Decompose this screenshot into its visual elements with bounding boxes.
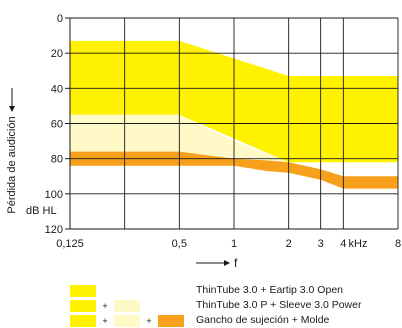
legend-text-2: ThinTube 3.0 P + Sleeve 3.0 Power xyxy=(196,299,362,311)
legend-row-2: + xyxy=(70,299,140,313)
y-axis-arrow xyxy=(9,88,15,112)
legend-swatch xyxy=(70,285,96,297)
y-tick-label: 20 xyxy=(51,48,63,60)
band-3 xyxy=(70,151,398,189)
legend-swatch xyxy=(70,300,96,312)
legend-swatch xyxy=(158,315,184,327)
legend-text-3: Gancho de sujeción + Molde xyxy=(196,314,330,326)
legend-plus: + xyxy=(102,301,108,311)
legend-text-1: ThinTube 3.0 + Eartip 3.0 Open xyxy=(196,284,343,296)
legend-swatch xyxy=(70,315,96,327)
y-tick-label: 80 xyxy=(51,154,63,166)
y-tick-label: 60 xyxy=(51,119,63,131)
band-2 xyxy=(70,114,398,163)
x-axis-arrow-svg: f xyxy=(196,256,238,270)
y-unit-label: dB HL xyxy=(26,205,57,217)
x-tick-label: 3 xyxy=(318,238,324,250)
x-tick-label: 0,5 xyxy=(172,238,187,250)
legend-row-1 xyxy=(70,284,96,298)
x-axis-label-text: f xyxy=(234,256,238,270)
legend-row-3: + + xyxy=(70,314,184,328)
y-tick-label: 0 xyxy=(57,13,63,25)
legend-swatch xyxy=(114,315,140,327)
x-tick-label: 2 xyxy=(286,238,292,250)
y-tick-label: 120 xyxy=(45,224,63,236)
y-tick-label: 100 xyxy=(45,189,63,201)
tick-label-layer: 0 20 40 60 80 100 120 0,125 0,5 1 2 3 4 8 xyxy=(45,13,401,250)
y-axis-label-text: Pérdida de audición xyxy=(6,116,18,214)
legend-swatch xyxy=(114,300,140,312)
x-tick-label: 4 xyxy=(340,238,346,250)
legend-plus: + xyxy=(102,316,108,326)
x-tick-label: 8 xyxy=(395,238,401,250)
y-axis-label: Pérdida de audición xyxy=(2,90,22,240)
x-tick-label: 1 xyxy=(231,238,237,250)
grid-layer xyxy=(70,18,399,229)
hearing-loss-chart: 0 20 40 60 80 100 120 0,125 0,5 1 2 3 4 8 dB HL kHz xyxy=(26,13,401,250)
x-tick-label: 0,125 xyxy=(56,238,84,250)
legend-plus: + xyxy=(146,316,152,326)
x-unit-label: kHz xyxy=(349,238,368,250)
y-tick-label: 40 xyxy=(51,83,63,95)
